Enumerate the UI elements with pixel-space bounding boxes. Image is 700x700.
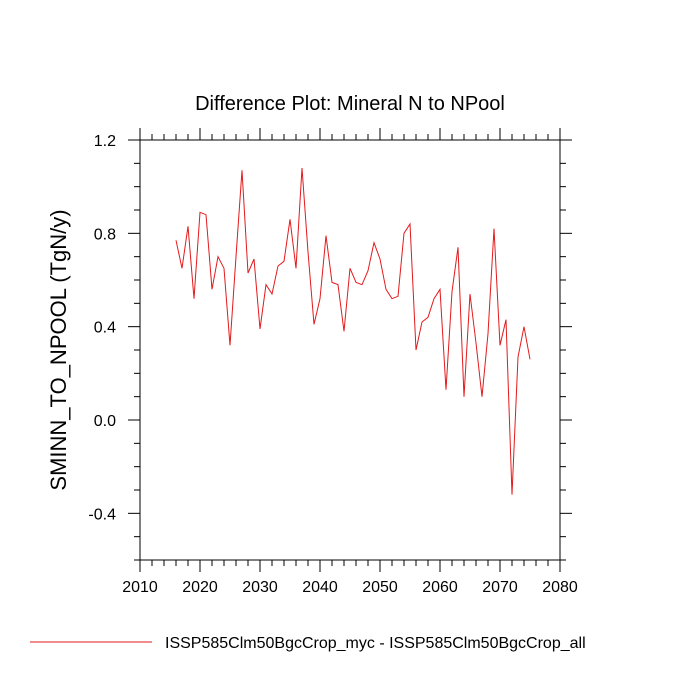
x-tick-label: 2050 [362,579,398,596]
x-tick-label: 2010 [122,579,158,596]
y-tick-label: 0.0 [94,413,116,430]
series-layer [175,167,531,495]
plot-frame [139,139,561,561]
series-line [175,167,531,495]
y-tick-label: -0.4 [88,506,116,523]
legend-label: ISSP585Clm50BgcCrop_myc - ISSP585Clm50Bg… [165,635,586,652]
axis-ticks [128,128,572,572]
x-tick-label: 2030 [242,579,278,596]
x-tick-label: 2040 [302,579,338,596]
x-tick-label: 2080 [542,579,578,596]
legend: ISSP585Clm50BgcCrop_myc - ISSP585Clm50Bg… [30,635,586,652]
y-tick-label: 1.2 [94,133,116,150]
chart-title: Difference Plot: Mineral N to NPool [195,93,505,115]
y-tick-label: 0.4 [94,320,116,337]
axis-tick-labels: 2010 2020 2030 2040 2050 2060 2070 2080 -0.4 0.0 0… [88,133,577,596]
y-tick-label: 0.8 [94,226,116,243]
x-tick-label: 2020 [182,579,218,596]
x-tick-label: 2060 [422,579,458,596]
y-axis-label: SMINN_TO_NPOOL (TgN/y) [46,209,71,490]
x-tick-label: 2070 [482,579,518,596]
